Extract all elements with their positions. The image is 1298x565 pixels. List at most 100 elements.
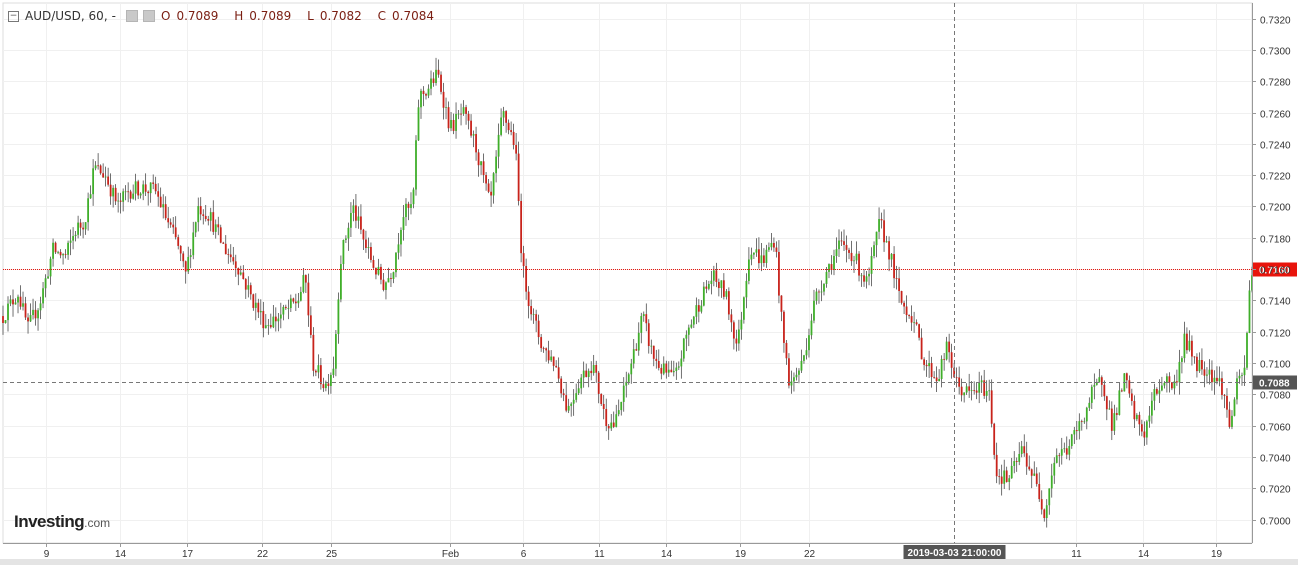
- candle-body: [262, 310, 265, 329]
- candle-body: [550, 356, 553, 361]
- candle-body: [229, 254, 232, 258]
- candle-body: [332, 368, 335, 375]
- candle-body: [590, 370, 593, 374]
- candle-body: [1140, 424, 1143, 432]
- candle-body: [62, 254, 64, 256]
- candle-body: [495, 156, 497, 174]
- time-axis[interactable]: 9 14 17 22 25 Feb 6 11 14 19 22 11 14 19: [0, 543, 1298, 565]
- candle-body: [214, 224, 217, 232]
- candle-body: [39, 303, 42, 311]
- candle-body: [82, 227, 84, 230]
- candle-body: [1206, 374, 1208, 376]
- settings-icon[interactable]: [142, 10, 155, 22]
- candle-body: [269, 325, 272, 328]
- candle-body: [1163, 382, 1166, 386]
- candle-body: [1143, 431, 1146, 438]
- candle-body: [910, 316, 913, 323]
- candle-body: [945, 341, 948, 360]
- candle-body: [888, 241, 890, 260]
- low-label: L: [307, 9, 314, 23]
- candle-body: [985, 390, 988, 396]
- candle-body: [878, 219, 880, 232]
- candle-body: [763, 255, 765, 263]
- candle-body: [1218, 378, 1221, 382]
- candle-body: [1128, 380, 1131, 394]
- candle-body: [392, 272, 395, 279]
- candle-body: [319, 365, 322, 385]
- candle-body: [219, 227, 222, 243]
- candle-body: [682, 338, 685, 359]
- candle-body: [1045, 505, 1048, 519]
- candle-body: [980, 380, 983, 383]
- candle-body: [968, 386, 971, 391]
- candle-body: [309, 315, 312, 335]
- logo-brand: Investing: [14, 512, 85, 531]
- candle-body: [650, 345, 653, 347]
- price-axis[interactable]: 0.7000 0.7020 0.7040 0.7060 0.7080 0.7100 0.71…: [1252, 3, 1291, 543]
- candle-body: [1233, 399, 1236, 416]
- candle-body: [47, 276, 49, 279]
- bottom-scrollbar[interactable]: [0, 559, 1298, 565]
- candle-body: [44, 278, 47, 289]
- candle-body: [72, 236, 74, 241]
- candle-body: [442, 91, 445, 108]
- candle-body: [647, 323, 650, 347]
- candle-body: [207, 218, 210, 221]
- candle-body: [920, 337, 923, 360]
- candle-body: [445, 107, 447, 108]
- candle-body: [1103, 384, 1106, 397]
- investing-logo[interactable]: Investing.com: [14, 512, 110, 532]
- candle-body: [507, 122, 510, 131]
- candle-body: [1243, 367, 1246, 376]
- candle-body: [960, 386, 963, 396]
- candle-body: [117, 200, 120, 202]
- candle-body: [865, 276, 868, 282]
- candle-body: [870, 255, 873, 274]
- candle-body: [875, 231, 878, 246]
- candle-body: [357, 216, 360, 221]
- candle-body: [322, 384, 325, 389]
- candle-body: [380, 266, 382, 280]
- eye-icon[interactable]: [125, 10, 138, 22]
- candle-body: [825, 271, 828, 284]
- candle-body: [515, 145, 518, 154]
- candle-body: [99, 165, 102, 174]
- candle-body: [753, 252, 755, 255]
- candle-body: [1221, 378, 1223, 395]
- x-tick-label: 6: [521, 549, 527, 560]
- candle-body: [745, 280, 748, 298]
- candle-body: [149, 182, 152, 194]
- candle-body: [905, 306, 908, 316]
- collapse-icon[interactable]: −: [8, 10, 19, 22]
- candle-body: [690, 324, 693, 328]
- candle-body: [1098, 377, 1101, 382]
- candle-body: [620, 401, 623, 411]
- candle-body: [1053, 462, 1056, 476]
- candle-body: [69, 240, 72, 243]
- candle-body: [727, 291, 730, 315]
- candle-body: [1070, 434, 1073, 447]
- candle-body: [199, 206, 202, 215]
- candle-body: [925, 364, 928, 367]
- candle-body: [124, 191, 127, 193]
- candle-body: [1030, 469, 1033, 476]
- x-tick-label: Feb: [442, 549, 460, 560]
- crosshair-price-tag: [1253, 375, 1297, 390]
- candle-body: [522, 253, 525, 267]
- candle-body: [617, 410, 620, 415]
- candle-body: [452, 119, 455, 131]
- candle-body: [22, 303, 24, 307]
- candle-body: [234, 261, 237, 269]
- candle-body: [1068, 446, 1071, 455]
- candle-body: [790, 381, 793, 386]
- plot-frame: [2, 2, 1253, 544]
- candle-body: [172, 224, 175, 228]
- candle-body: [102, 173, 105, 178]
- candle-body: [808, 335, 810, 351]
- y-tick-label: 0.7000: [1260, 517, 1291, 528]
- y-tick-label: 0.7260: [1260, 110, 1291, 121]
- candle-body: [402, 217, 405, 230]
- candle-body: [1120, 390, 1123, 392]
